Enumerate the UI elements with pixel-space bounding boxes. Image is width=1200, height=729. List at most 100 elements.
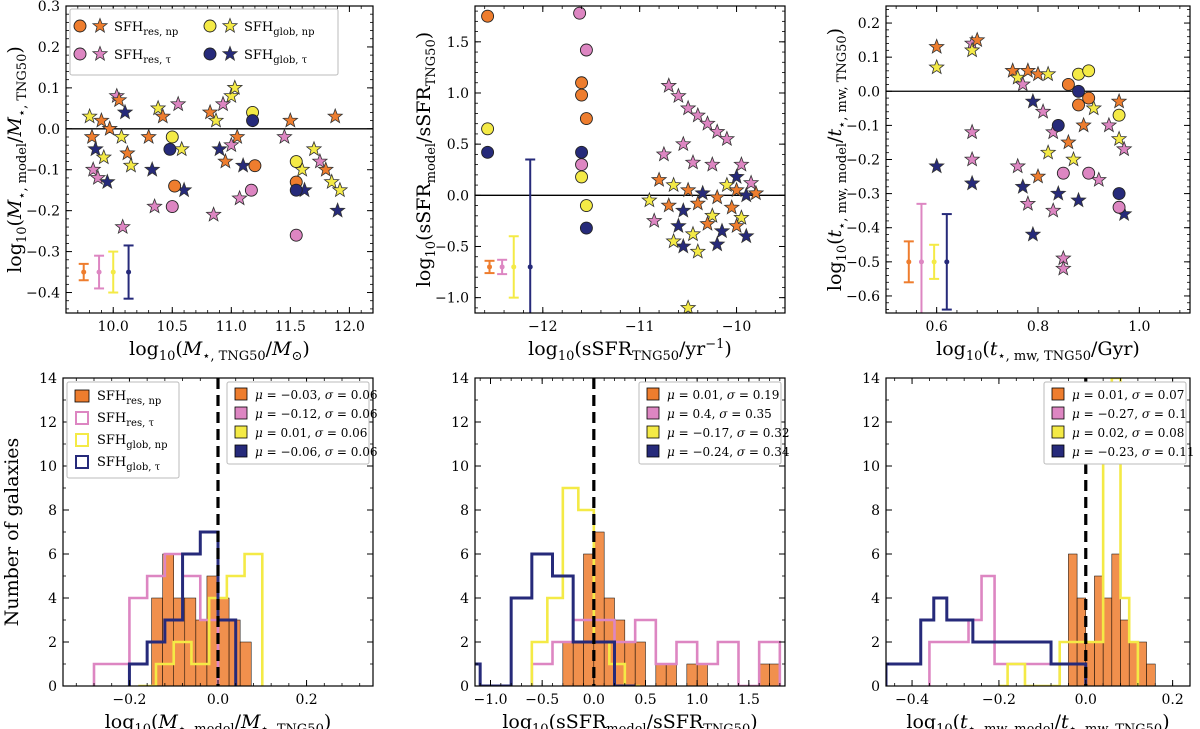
y-tick-label: 8 (460, 503, 469, 519)
hist-bar (758, 663, 770, 686)
stats-legend-text: μ = 0.01, σ = 0.19 (667, 388, 779, 402)
y-tick-label: 0.2 (858, 16, 880, 32)
data-star (728, 168, 745, 184)
legend-swatch-step (75, 411, 89, 425)
data-circle (481, 9, 495, 23)
legend-swatch-step (75, 455, 89, 469)
hist-legend: SFHres, np SFHres, τ SFHglob, np SFHglob, τ (66, 381, 180, 479)
data-star (674, 202, 692, 218)
data-star (679, 99, 697, 116)
data-circle (1056, 166, 1070, 180)
errorbar-point (944, 259, 950, 265)
data-circle (573, 6, 587, 20)
data-star (928, 157, 945, 174)
data-star (742, 174, 760, 191)
data-circle (1051, 118, 1065, 132)
legend-circle (73, 19, 87, 33)
plot-area (66, 79, 373, 300)
hist-step-glob_tau (475, 552, 636, 686)
hist-legend-label: SFHres, τ (97, 411, 154, 429)
data-star (699, 115, 716, 131)
hist-step-glob_np (138, 552, 264, 686)
data-star (81, 107, 98, 124)
x-tick-label: −1.0 (474, 692, 508, 708)
data-star (1014, 75, 1031, 92)
y-tick-label: −0.5 (846, 255, 880, 271)
data-star (718, 130, 736, 147)
hist-bar (686, 663, 698, 686)
errorbar-point (527, 264, 533, 270)
data-star (674, 135, 692, 152)
data-star (331, 181, 349, 198)
data-circle (579, 199, 593, 213)
y-tick-label: 0.1 (38, 81, 60, 97)
stats-legend-swatch (1051, 406, 1065, 420)
histogram-panel-bottom-right: −0.4 −0.2 0.0 0.2 0 2 4 6 8 10 12 14 log10(t⋆, mw, m… (862, 371, 1194, 729)
stats-legend-text: μ = −0.17, σ = 0.32 (667, 426, 789, 440)
legend-circle (203, 19, 217, 33)
x-tick-label: 0.2 (1161, 692, 1183, 708)
data-star (207, 111, 225, 128)
errorbar-point (126, 269, 132, 275)
hist-bar (1128, 641, 1139, 686)
y-tick-label: 0.0 (447, 188, 469, 204)
data-circle (1072, 98, 1085, 112)
hist-bar (1137, 641, 1147, 686)
x-tick-label: 10.5 (157, 319, 188, 335)
data-circle (1061, 78, 1075, 91)
y-tick-label: 10 (39, 459, 57, 475)
data-star (1100, 116, 1118, 133)
data-star (1055, 260, 1072, 276)
y-tick-label: −1.0 (435, 291, 469, 307)
hist-legend-label: SFHglob, np (97, 433, 168, 451)
y-tick-label: 0 (871, 679, 880, 695)
histogram-panel-bottom-left: −0.2 0.0 0.2 0 2 4 6 8 10 12 14 log10(M⋆, model/M⋆,… (1, 371, 377, 729)
x-tick-label: 1.5 (738, 692, 760, 708)
data-star (684, 153, 702, 170)
data-star (114, 218, 131, 235)
data-star (226, 79, 244, 95)
stats-legend-swatch (1051, 387, 1065, 401)
y-tick-label: 2 (48, 635, 57, 651)
data-star (1029, 167, 1047, 184)
y-tick-label: 0.1 (858, 50, 880, 66)
y-tick-label: −0.6 (846, 289, 880, 305)
x-tick-label: −0.2 (982, 692, 1016, 708)
errorbar-point (931, 259, 937, 265)
data-star (211, 140, 228, 157)
errorbar-point (110, 269, 116, 275)
data-star (670, 217, 687, 234)
data-star (1070, 191, 1087, 208)
x-tick-label: 1.0 (686, 692, 708, 708)
stats-legend-swatch (646, 425, 660, 439)
data-star (699, 215, 716, 231)
data-star (928, 58, 945, 75)
y-tick-label: 8 (871, 503, 880, 519)
data-star (311, 152, 329, 169)
legend-label: SFHglob, np (244, 20, 315, 38)
hist-bar (1146, 663, 1156, 686)
y-tick-label: −0.1 (846, 118, 880, 134)
data-star (122, 156, 140, 173)
hist-bar (572, 641, 584, 686)
data-star (205, 206, 222, 222)
y-tick-label: 14 (39, 371, 57, 387)
errorbar-point (918, 259, 924, 265)
y-tick-label: 1.0 (447, 86, 469, 102)
stats-legend-text: μ = 0.02, σ = 0.08 (1072, 426, 1184, 440)
stats-legend-text: μ = −0.27, σ = 0.1 (1072, 407, 1187, 421)
data-star (231, 189, 248, 206)
legend-label: SFHglob, τ (244, 48, 308, 66)
y-tick-label: 10 (862, 459, 880, 475)
stats-legend-swatch (234, 387, 248, 401)
data-star (660, 77, 678, 93)
hist-step-glob_np (530, 486, 641, 686)
data-circle (575, 76, 589, 90)
data-circle (165, 200, 179, 214)
scatter-panel-top-middle: −12 −11 −10 −1.0 −0.5 0.0 0.5 1.0 1.5 log10(sSFRT… (413, 5, 786, 364)
data-star (679, 181, 697, 198)
data-star (670, 87, 687, 104)
histogram-panel-bottom-middle: −1.0 −0.5 0.0 0.5 1.0 1.5 0 2 4 6 8 10 12 14 log10(sSF… (451, 371, 790, 729)
y-tick-label: 4 (871, 591, 880, 607)
data-star (1024, 225, 1042, 242)
